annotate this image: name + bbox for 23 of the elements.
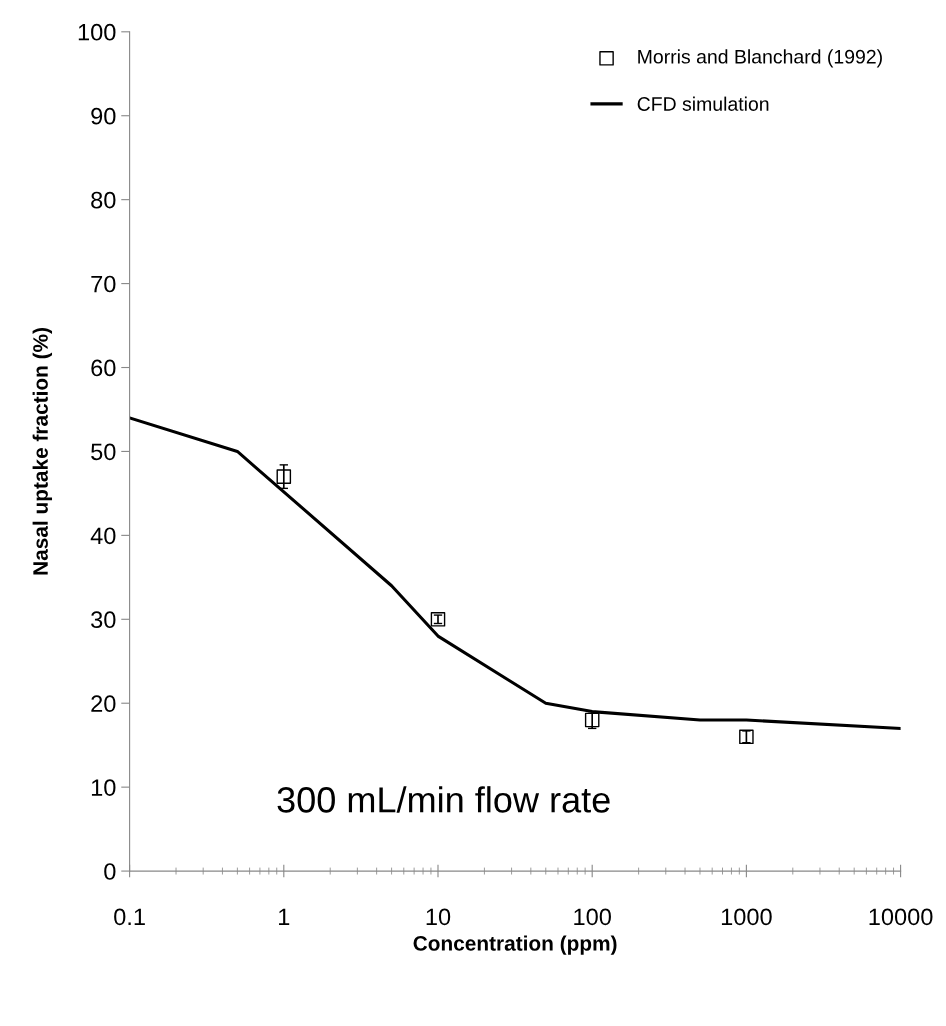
y-tick-label: 70: [91, 275, 116, 293]
y-tick-label: 10: [91, 779, 116, 796]
point: [276, 469, 292, 484]
y-tick-label: 60: [91, 359, 116, 377]
y-tick-label: 0: [104, 863, 116, 880]
x-tick-label: 0.1: [114, 908, 145, 926]
x-tick-label: 10: [426, 908, 451, 926]
x-tick-label: 1000: [721, 908, 772, 926]
x-tick-label: 10000: [869, 908, 933, 926]
x-axis-title: Concentration (ppm): [413, 935, 617, 955]
legend-label: CFD simulation: [637, 96, 769, 111]
y-tick-label: 80: [91, 191, 116, 209]
y-tick-label: 20: [91, 695, 116, 713]
y-axis-title: Nasal uptake fraction (%): [32, 328, 53, 575]
y-tick-label: 90: [91, 107, 116, 125]
y-tick-label: 30: [91, 611, 116, 629]
x-tick-label: 100: [574, 908, 611, 926]
legend-label: Morris and Blanchard (1992): [638, 49, 882, 68]
x-tick-label: 1: [279, 908, 290, 925]
annotation: 300 mL/min flow rate: [277, 786, 610, 813]
y-tick-label: 40: [90, 527, 116, 545]
y-tick-label: 100: [78, 23, 116, 41]
y-tick-label: 50: [91, 443, 116, 461]
